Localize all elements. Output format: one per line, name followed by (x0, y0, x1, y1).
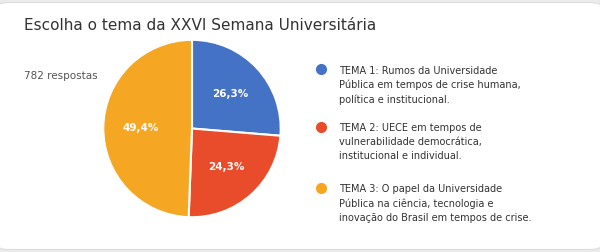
Text: TEMA 2: UECE em tempos de
vulnerabilidade democrática,
institucional e individua: TEMA 2: UECE em tempos de vulnerabilidad… (339, 123, 482, 162)
Wedge shape (188, 129, 280, 217)
Text: 49,4%: 49,4% (122, 122, 159, 133)
FancyBboxPatch shape (0, 3, 600, 249)
Text: 26,3%: 26,3% (212, 89, 248, 99)
Text: 782 respostas: 782 respostas (24, 71, 98, 81)
Wedge shape (103, 40, 192, 217)
Text: TEMA 3: O papel da Universidade
Pública na ciência, tecnologia e
inovação do Bra: TEMA 3: O papel da Universidade Pública … (339, 184, 532, 223)
Text: Escolha o tema da XXVI Semana Universitária: Escolha o tema da XXVI Semana Universitá… (24, 18, 376, 33)
Wedge shape (192, 40, 281, 136)
Text: TEMA 1: Rumos da Universidade
Pública em tempos de crise humana,
política e inst: TEMA 1: Rumos da Universidade Pública em… (339, 66, 521, 105)
Text: 24,3%: 24,3% (208, 162, 244, 172)
